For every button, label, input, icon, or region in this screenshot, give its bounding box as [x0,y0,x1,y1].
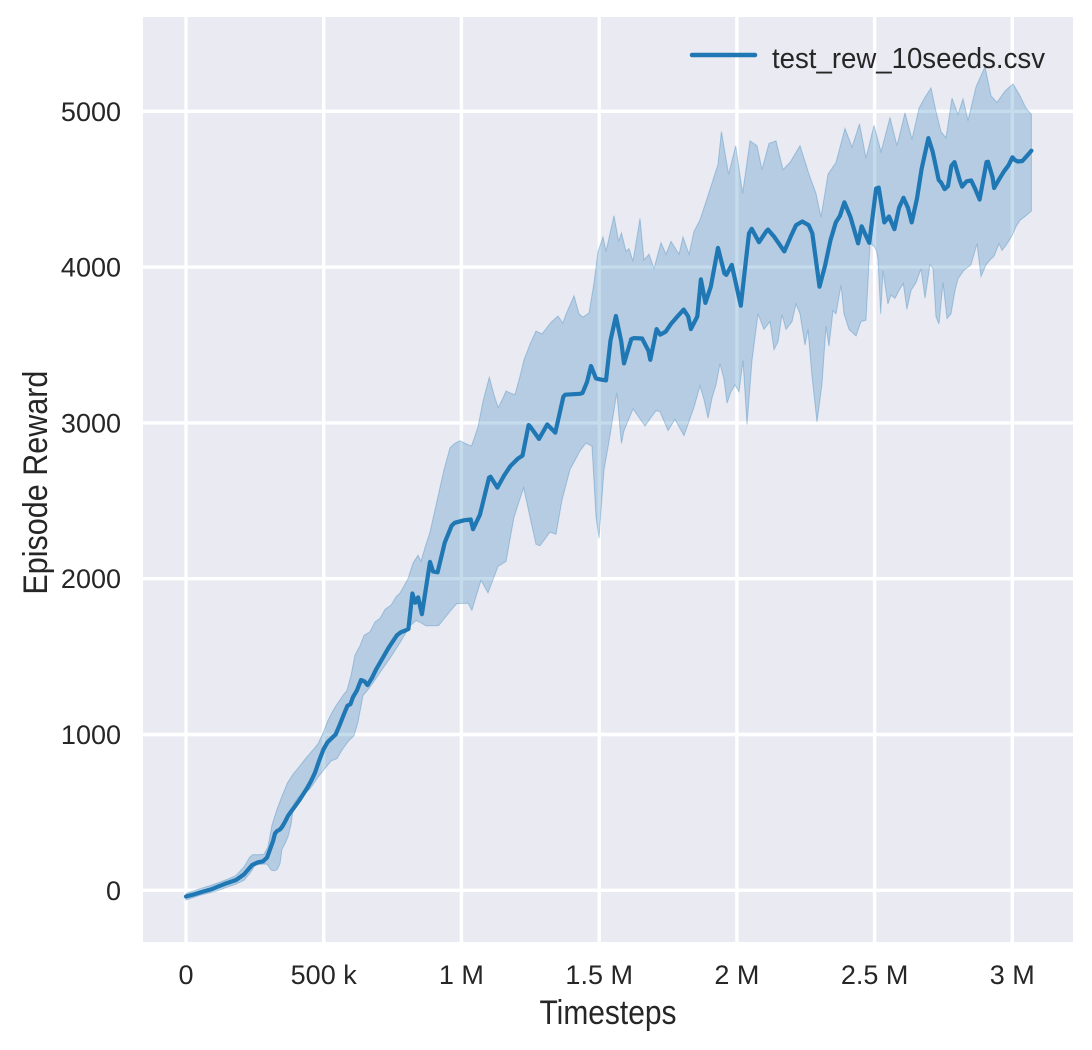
svg-text:1 M: 1 M [439,960,484,990]
svg-text:500 k: 500 k [291,960,358,990]
svg-text:2.5 M: 2.5 M [841,960,909,990]
svg-text:Timesteps: Timesteps [540,994,677,1032]
svg-text:Episode Reward: Episode Reward [17,371,55,595]
svg-text:4000: 4000 [61,253,121,283]
svg-text:1.5 M: 1.5 M [565,960,633,990]
svg-text:3 M: 3 M [990,960,1035,990]
svg-text:5000: 5000 [61,97,121,127]
svg-text:1000: 1000 [61,720,121,750]
svg-text:0: 0 [178,960,193,990]
svg-text:2 M: 2 M [714,960,759,990]
svg-text:3000: 3000 [61,408,121,438]
svg-text:0: 0 [106,876,121,906]
svg-text:test_rew_10seeds.csv: test_rew_10seeds.csv [772,43,1045,75]
svg-text:2000: 2000 [61,564,121,594]
